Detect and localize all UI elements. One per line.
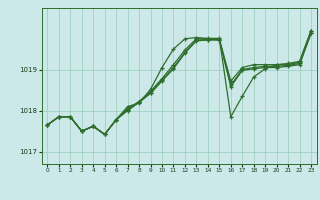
Text: Graphe pression niveau de la mer (hPa): Graphe pression niveau de la mer (hPa) <box>65 184 255 193</box>
